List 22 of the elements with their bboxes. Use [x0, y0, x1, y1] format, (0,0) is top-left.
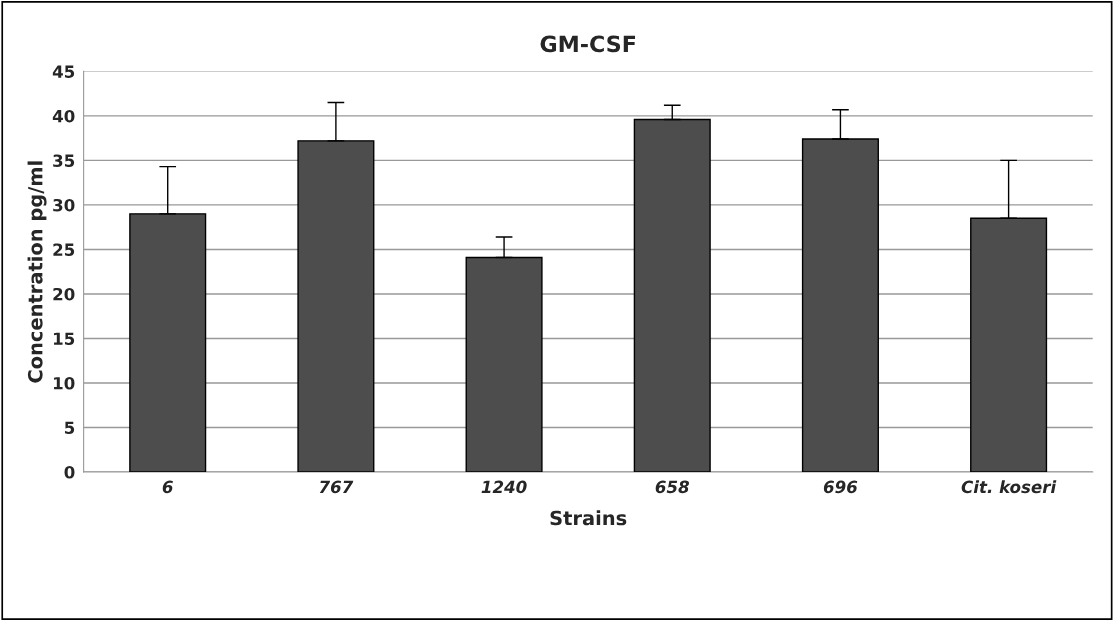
y-tick-label: 25	[53, 243, 75, 256]
x-tick-label: 767	[319, 480, 354, 494]
x-tick-label: 658	[655, 480, 690, 494]
bar	[129, 213, 207, 472]
y-tick-label: 35	[53, 154, 75, 167]
y-axis-title: Concentration pg/ml	[27, 161, 47, 383]
y-tick-label: 0	[64, 465, 75, 479]
y-tick-label: 15	[53, 332, 75, 346]
chart-title: GM-CSF	[540, 35, 636, 53]
x-tick-label: 1240	[481, 480, 527, 494]
y-tick-label: 20	[53, 287, 75, 301]
bar	[801, 138, 879, 472]
y-tick-label: 45	[52, 65, 75, 78]
y-tick-label: 30	[53, 198, 75, 212]
x-tick-label: 6	[162, 480, 173, 494]
y-tick-label: 5	[64, 421, 75, 435]
bar	[297, 140, 375, 472]
x-axis-title: Strains	[550, 510, 627, 526]
y-tick-label: 10	[53, 376, 75, 390]
x-tick-label: 696	[823, 480, 858, 494]
x-tick-label: Cit. koseri	[961, 480, 1057, 494]
y-tick-label: 40	[52, 109, 75, 123]
